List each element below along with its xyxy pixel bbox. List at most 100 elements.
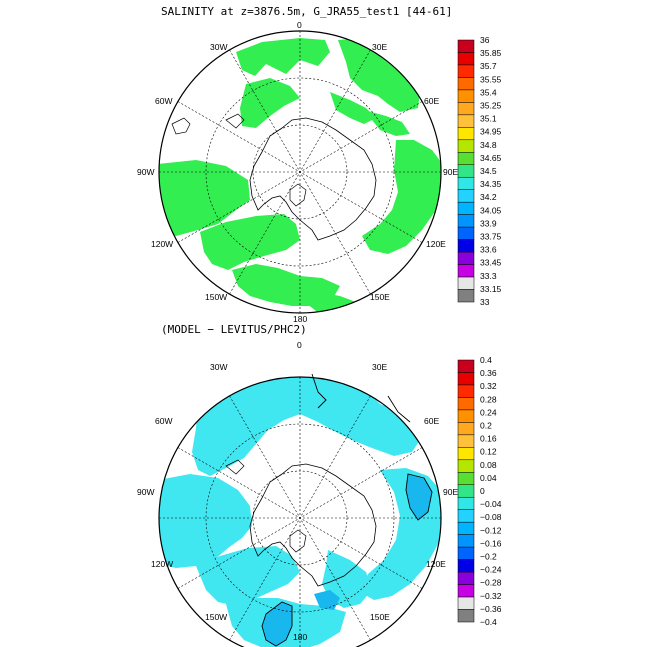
panel2-colorbar-swatch — [457, 384, 475, 398]
panel2-colorbar-swatch — [457, 472, 475, 486]
panel2-boundary — [158, 376, 442, 647]
panel2-colorbar-label: −0.24 — [480, 565, 502, 575]
panel1-lon-60e: 60E — [424, 96, 439, 106]
panel1-antarctica-coast — [249, 117, 377, 241]
panel2-colorbar-label: 0.24 — [480, 407, 497, 417]
panel1-colorbar-swatch — [457, 52, 475, 66]
panel2-lon-150w: 150W — [205, 612, 227, 622]
panel1-colorbar-swatch — [457, 239, 475, 253]
panel2-colorbar-label: −0.28 — [480, 578, 502, 588]
panel2-title: (MODEL − LEVITUS/PHC2) — [161, 323, 307, 336]
panel1-lon-120w: 120W — [151, 239, 173, 249]
panel1-colorbar-swatch — [457, 251, 475, 265]
panel2-colorbar-label: −0.12 — [480, 525, 502, 535]
panel1-colorbar-label: 34.35 — [480, 179, 502, 189]
panel1-colorbar-swatch — [457, 189, 475, 203]
panel2-colorbar-label: −0.4 — [480, 617, 497, 627]
panel2-colorbar-label: −0.32 — [480, 591, 502, 601]
panel2-colorbar-swatch — [457, 359, 475, 373]
panel2-colorbar-label: −0.36 — [480, 604, 502, 614]
panel2-colorbar-label: 0.12 — [480, 447, 497, 457]
panel2-lon-150e: 150E — [370, 612, 390, 622]
panel2-lon-30w: 30W — [210, 362, 227, 372]
panel1-lon-30e: 30E — [372, 42, 387, 52]
panel2-colorbar-label: −0.2 — [480, 552, 497, 562]
panel1-lon-180: 180 — [293, 314, 307, 324]
panel2-graticule — [159, 377, 441, 647]
panel1-colorbar-swatch — [457, 152, 475, 166]
panel2-lon-90e: 90E — [443, 487, 458, 497]
panel1-colorbar-swatch — [457, 39, 475, 53]
panel2-colorbar-swatch — [457, 509, 475, 523]
panel1-colorbar-swatch — [457, 264, 475, 278]
panel2-colorbar-label: −0.16 — [480, 538, 502, 548]
panel1-colorbar-swatch — [457, 102, 475, 116]
panel1-colorbar-label: 33.15 — [480, 284, 502, 294]
panel1-colorbar-label: 35.4 — [480, 87, 497, 97]
panel1-lon-90w: 90W — [137, 167, 154, 177]
panel1-colorbar-swatch — [457, 226, 475, 240]
panel1-colorbar-swatch — [457, 201, 475, 215]
panel1-colorbar-label: 33.6 — [480, 245, 497, 255]
panel2-colorbar-label: 0 — [480, 486, 485, 496]
panel2-lon-60w: 60W — [155, 416, 172, 426]
panel1-colorbar-swatch — [457, 214, 475, 228]
panel1-colorbar-label: 35.25 — [480, 101, 502, 111]
panel2-colorbar-swatch — [457, 534, 475, 548]
panel2-colorbar-label: 0.2 — [480, 421, 492, 431]
panel1-colorbar-label: 34.5 — [480, 166, 497, 176]
panel1-colorbar-label: 35.1 — [480, 114, 497, 124]
panel1-colorbar-swatch — [457, 139, 475, 153]
panel2-colorbar-swatch — [457, 559, 475, 573]
panel2-colorbar-swatch — [457, 447, 475, 461]
panel1-colorbar-label: 33.75 — [480, 232, 502, 242]
panel1-lon-30w: 30W — [210, 42, 227, 52]
panel2-colorbar-swatch — [457, 521, 475, 535]
panel1-colorbar-label: 34.65 — [480, 153, 502, 163]
panel2-colorbar-swatch — [457, 372, 475, 386]
panel2-map: 0 30E 60E 90E 120E 150E 180 150W 120W 90… — [137, 340, 458, 647]
panel1-colorbar-swatch — [457, 176, 475, 190]
panel1-colorbar-label: 33.3 — [480, 271, 497, 281]
panel2-colorbar-label: −0.08 — [480, 512, 502, 522]
panel1-colorbar-swatch — [457, 77, 475, 91]
panel1-colorbar-label: 34.95 — [480, 127, 502, 137]
panel2-colorbar-label: 0.16 — [480, 434, 497, 444]
panel2-colorbar-label: −0.04 — [480, 499, 502, 509]
panel1-lon-150e: 150E — [370, 292, 390, 302]
panel1-colorbar-label: 35.55 — [480, 74, 502, 84]
panel1-colorbar-swatch — [457, 289, 475, 303]
panel2-colorbar-swatch — [457, 422, 475, 436]
panel2-difference-field — [159, 377, 441, 647]
panel2-colorbar-swatch — [457, 571, 475, 585]
panel2-lon-60e: 60E — [424, 416, 439, 426]
panel2-colorbar-swatch — [457, 609, 475, 623]
panel1-colorbar-label: 33 — [480, 297, 490, 307]
panel2-colorbar-swatch — [457, 584, 475, 598]
panel1-lon-150w: 150W — [205, 292, 227, 302]
panel2-contours — [261, 373, 433, 647]
panel2-colorbar-swatch — [457, 409, 475, 423]
panel1-colorbar-label: 34.8 — [480, 140, 497, 150]
panel1-lon-90e: 90E — [443, 167, 458, 177]
panel2-colorbar-label: 0.32 — [480, 381, 497, 391]
panel1-lon-0: 0 — [297, 20, 302, 30]
panel2-lon-120e: 120E — [426, 559, 446, 569]
panel2-colorbar-label: 0.4 — [480, 355, 492, 365]
panel1-boundary — [158, 30, 442, 314]
panel1-colorbar-swatch — [457, 164, 475, 178]
panel1-colorbar-swatch — [457, 89, 475, 103]
panel1-colorbar-swatch — [457, 114, 475, 128]
panel1-graticule — [159, 31, 441, 313]
panel1-colorbar-label: 35.85 — [480, 48, 502, 58]
panel2-colorbar-label: 0.04 — [480, 473, 497, 483]
panel1-colorbar-swatch — [457, 64, 475, 78]
panel2-colorbar-swatch — [457, 459, 475, 473]
panel1-lon-60w: 60W — [155, 96, 172, 106]
panel1-colorbar-label: 33.45 — [480, 258, 502, 268]
panel2-colorbar-swatch — [457, 434, 475, 448]
panel1-title: SALINITY at z=3876.5m, G_JRA55_test1 [44… — [161, 5, 452, 18]
panel1-map: 0 30E 60E 90E 120E 150E 180 150W 120W 90… — [137, 20, 458, 324]
panel1-colorbar-swatch — [457, 276, 475, 290]
